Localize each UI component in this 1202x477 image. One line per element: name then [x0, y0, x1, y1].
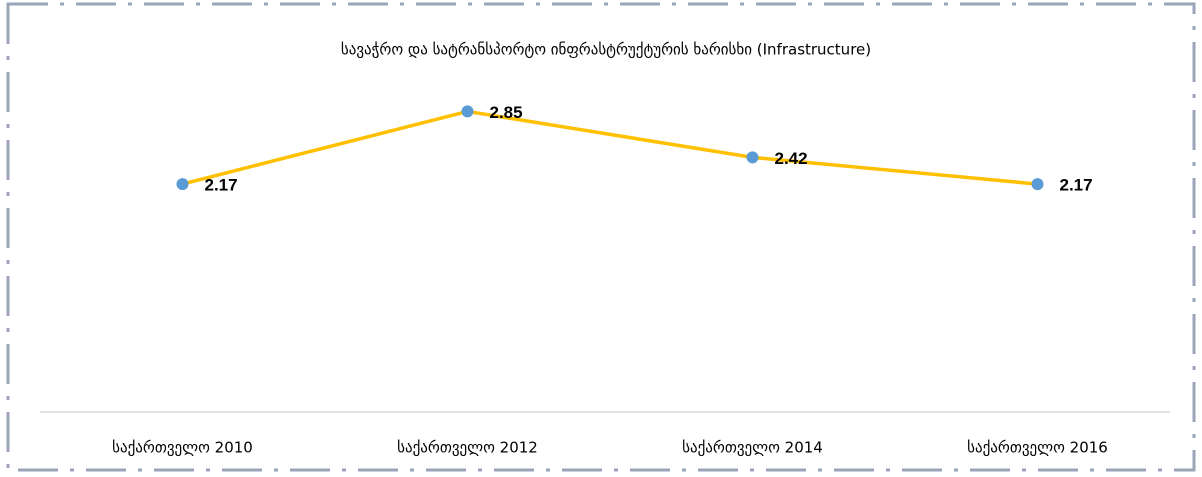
point	[176, 178, 189, 191]
x-tick-label: საქართველო 2012	[397, 439, 538, 457]
series-line	[182, 109, 1038, 186]
x-tick-label: საქართველო 2010	[112, 439, 253, 457]
data-label: 2.17	[205, 176, 238, 195]
data-label: 2.85	[490, 103, 523, 122]
point	[746, 151, 759, 164]
chart-title: სავაჭრო და სატრანსპორტო ინფრასტრუქტურის …	[341, 41, 871, 59]
point	[461, 105, 474, 118]
x-tick-label: საქართველო 2016	[967, 439, 1108, 457]
x-tick-label: საქართველო 2014	[682, 439, 823, 457]
chart-border	[6, 2, 1196, 472]
data-label: 2.42	[775, 149, 808, 168]
data-label: 2.17	[1060, 176, 1093, 195]
point	[1031, 178, 1044, 191]
